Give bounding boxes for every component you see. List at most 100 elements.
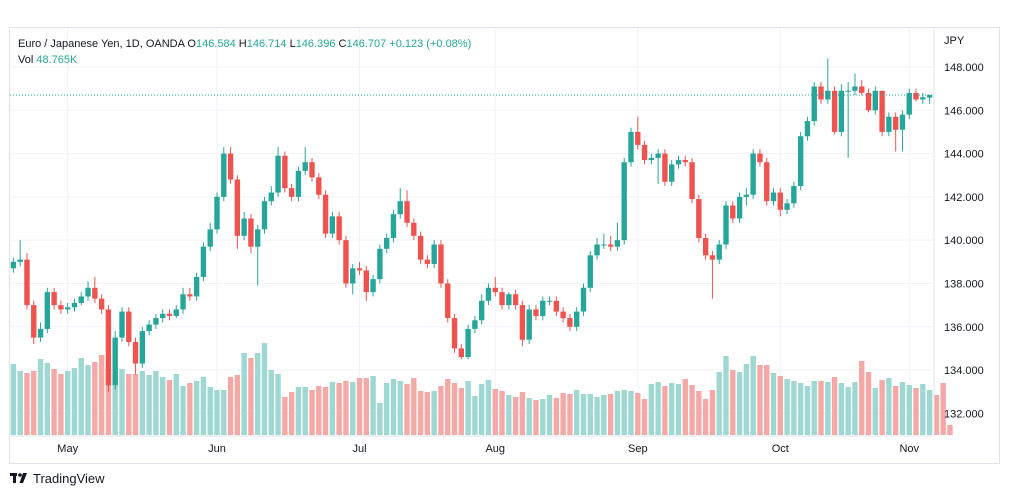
candle-body [404, 201, 410, 223]
candle-body [784, 203, 790, 210]
candle-body [221, 153, 227, 197]
candle [58, 300, 64, 314]
volume-bar [533, 400, 539, 435]
volume-bar [44, 363, 51, 435]
low-label: L [289, 38, 296, 50]
candle-body [926, 94, 933, 98]
candle [818, 82, 824, 104]
candle-body [811, 86, 817, 122]
candle [716, 240, 722, 264]
candle [31, 300, 37, 345]
volume-bar [268, 370, 274, 435]
candle [594, 237, 600, 260]
candle-body [166, 313, 173, 316]
y-tick-label: 136.000 [944, 322, 984, 334]
volume-bar [791, 381, 797, 435]
candle [852, 73, 858, 96]
candle-body [241, 218, 247, 236]
volume-bar [411, 378, 417, 435]
candle-body [24, 259, 30, 306]
candle [377, 244, 383, 284]
candle [797, 131, 804, 191]
y-tick-label: 134.000 [944, 365, 984, 377]
candle [431, 240, 437, 269]
candle [329, 212, 336, 238]
candle [10, 257, 17, 273]
chart-frame [9, 27, 1000, 464]
candle-body [383, 237, 390, 249]
volume-bar [628, 391, 634, 435]
close-value: 146.707 [346, 38, 387, 50]
candle-body [10, 261, 17, 269]
volume-bar [356, 378, 363, 435]
volume-bar [574, 390, 580, 435]
candle-body [818, 86, 824, 100]
volume-bar [852, 382, 858, 435]
volume-bar [322, 387, 329, 435]
volume-bar [248, 358, 254, 435]
volume-bar [947, 425, 953, 435]
candle-body [601, 244, 607, 246]
volume-label: Vol [18, 54, 34, 66]
volume-bar [804, 386, 811, 435]
candle-body [227, 153, 234, 180]
candle [370, 274, 376, 297]
candle [899, 110, 906, 152]
x-axis[interactable]: May Jun Jul Aug Sep Oct Nov [57, 443, 919, 455]
candle [546, 296, 553, 306]
candle [261, 196, 268, 234]
volume-bar [119, 369, 125, 435]
volume-bar [445, 379, 451, 435]
footer-branding[interactable]: TradingView [10, 471, 105, 486]
volume-bar [933, 395, 940, 435]
volume-bar [275, 374, 281, 435]
candle [78, 292, 84, 306]
volume-bar [770, 373, 777, 435]
y-axis[interactable]: 132.000 134.000 136.000 138.000 140.000 142.0… [933, 27, 984, 436]
candle [207, 222, 213, 251]
volume-bar [560, 393, 566, 435]
candle [478, 294, 485, 325]
candle-body [146, 324, 152, 332]
candle-body [709, 255, 716, 260]
candle-body [764, 162, 770, 202]
candle-body [580, 287, 587, 312]
volume-bar [451, 383, 458, 435]
volume-bar [255, 353, 261, 435]
candle [689, 157, 695, 204]
volume-bar [180, 386, 186, 435]
candle [519, 300, 526, 347]
candle [770, 188, 777, 206]
currency-label: JPY [944, 35, 965, 47]
volume-bar [811, 381, 817, 435]
candle [614, 222, 621, 251]
candle-body [350, 268, 356, 284]
candle-body [743, 194, 750, 197]
candle [791, 181, 797, 208]
low-value: 146.396 [295, 38, 336, 50]
candle [492, 276, 498, 297]
volume-bar [743, 364, 750, 435]
candle [295, 166, 302, 202]
candle [811, 82, 817, 126]
candle [580, 283, 587, 316]
candles [10, 58, 933, 392]
candle [214, 192, 220, 234]
candle [757, 149, 763, 167]
volume-bar [675, 384, 682, 435]
volume-bar [336, 383, 342, 435]
candle [859, 79, 865, 96]
volume-bar [478, 384, 485, 435]
volume-bar [696, 391, 702, 435]
candle [574, 307, 580, 332]
symbol-title[interactable]: Euro / Japanese Yen, 1D, OANDA [18, 38, 185, 50]
candle [336, 212, 342, 245]
candle [662, 149, 668, 187]
volume-bar [567, 394, 573, 435]
volume-bar [641, 399, 648, 435]
volume-bar [472, 396, 478, 435]
candle-body [193, 276, 200, 297]
candle-body [336, 216, 342, 241]
candle [886, 112, 892, 137]
